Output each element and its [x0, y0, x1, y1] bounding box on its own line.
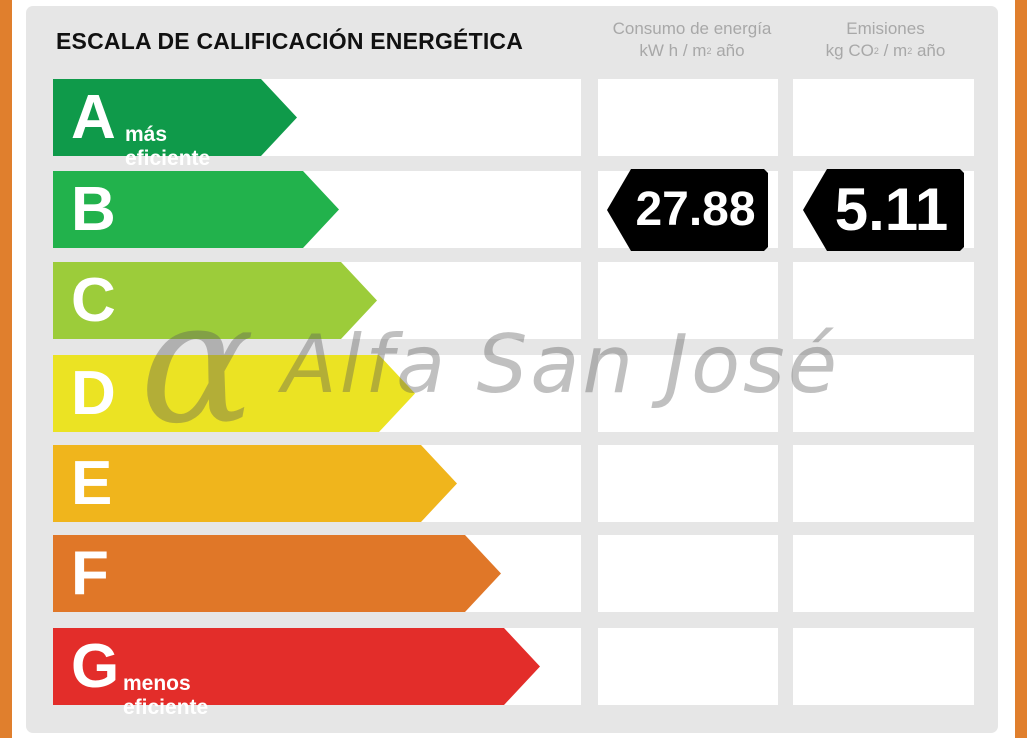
rating-arrow-shape [53, 171, 339, 248]
rating-arrow-shape [53, 535, 501, 612]
rating-letter: C [71, 266, 116, 335]
rating-arrow-shape [53, 628, 540, 705]
energy-cell [598, 79, 778, 156]
rating-letter: D [71, 359, 116, 428]
rating-letter: E [71, 449, 113, 518]
emissions-cell [793, 628, 974, 705]
emissions-header-units: kg CO2 / m2 año [825, 41, 946, 60]
energy-column-header: Consumo de energía kW h / m2 año [598, 18, 786, 62]
energy-value: 27.88 [635, 183, 756, 236]
rating-letter: G [71, 632, 120, 701]
energy-cell [598, 445, 778, 522]
rating-letter: B [71, 175, 116, 244]
rating-descriptor: menos eficiente [123, 672, 209, 719]
rating-letter: F [71, 539, 109, 608]
label-title: ESCALA DE CALIFICACIÓN ENERGÉTICA [56, 28, 524, 54]
emissions-column-header: Emisiones kg CO2 / m2 año [793, 18, 978, 62]
energy-header-line1: Consumo de energía [612, 19, 772, 38]
emissions-cell [793, 262, 974, 339]
rating-descriptor: más eficiente [125, 123, 211, 170]
emissions-value-marker: 5.11 [803, 169, 964, 251]
energy-header-units: kW h / m2 año [639, 41, 745, 60]
marker-arrow-shape [607, 169, 768, 251]
rating-arrow-shape [53, 79, 297, 156]
marker-arrow-shape [803, 169, 964, 251]
emissions-cell [793, 79, 974, 156]
emissions-cell [793, 445, 974, 522]
rating-arrow-shape [53, 355, 415, 432]
rating-letter: A [71, 83, 116, 152]
rating-arrow-shape [53, 445, 457, 522]
emissions-header-line1: Emisiones [846, 19, 925, 38]
energy-cell [598, 355, 778, 432]
emissions-value: 5.11 [834, 176, 949, 243]
energy-cell [598, 535, 778, 612]
energy-cell [598, 628, 778, 705]
energy-value-marker: 27.88 [607, 169, 768, 251]
emissions-cell [793, 355, 974, 432]
energy-cell [598, 262, 778, 339]
emissions-cell [793, 535, 974, 612]
rating-arrow-shape [53, 262, 377, 339]
